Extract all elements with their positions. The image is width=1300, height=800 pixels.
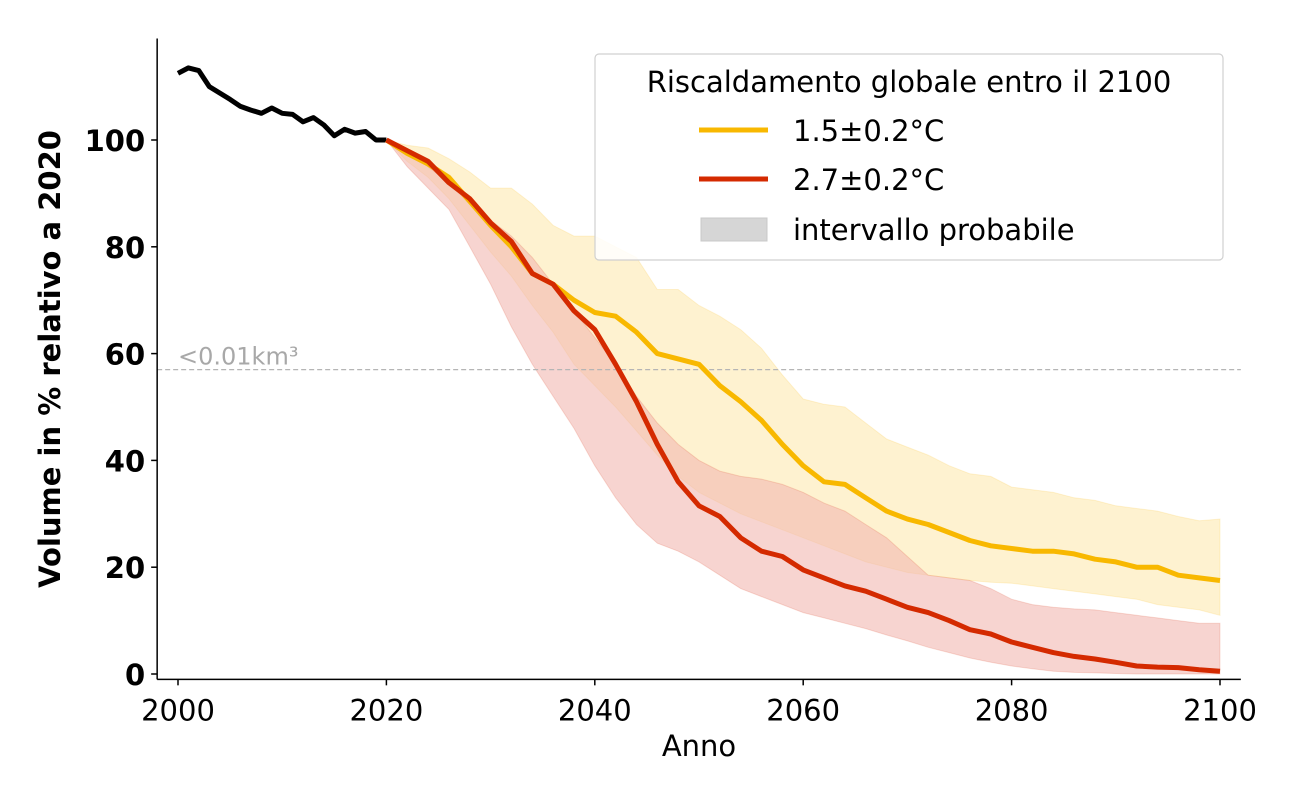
- x-tick-label: 2080: [975, 693, 1049, 727]
- y-tick-label: 80: [105, 231, 145, 265]
- reference-line-group: <0.01km³: [157, 343, 1241, 371]
- legend-label-range: intervallo probabile: [793, 213, 1075, 247]
- y-tick-label: 60: [105, 338, 145, 372]
- series-line-2p7: [385, 137, 1221, 674]
- legend-swatch-range: [700, 217, 768, 242]
- y-axis-title: Volume in % relativo a 2020: [33, 130, 67, 588]
- legend-title: Riscaldamento globale entro il 2100: [647, 65, 1172, 99]
- x-tick-label: 2020: [349, 693, 423, 727]
- legend-label-1p5: 1.5±0.2°C: [793, 114, 944, 148]
- legend-frame: [594, 53, 1224, 261]
- series-line-historic: [176, 65, 387, 143]
- x-axis-title: Anno: [662, 729, 736, 763]
- x-ticks: 2000 2020 2040 2060 2080 2100: [141, 679, 1257, 727]
- reference-line-label: <0.01km³: [178, 343, 298, 371]
- series-lines: [176, 65, 1221, 674]
- y-tick-label: 20: [105, 551, 145, 585]
- y-tick-label: 100: [85, 124, 146, 158]
- x-tick-label: 2100: [1183, 693, 1257, 727]
- y-ticks: 0 20 40 60 80 100: [85, 124, 158, 692]
- x-tick-label: 2000: [141, 693, 215, 727]
- legend: Riscaldamento globale entro il 2100 1.5±…: [594, 53, 1224, 261]
- x-tick-label: 2040: [558, 693, 632, 727]
- x-tick-label: 2060: [766, 693, 840, 727]
- y-tick-label: 40: [105, 444, 145, 478]
- legend-label-2p7: 2.7±0.2°C: [793, 163, 944, 197]
- y-tick-label: 0: [125, 658, 145, 692]
